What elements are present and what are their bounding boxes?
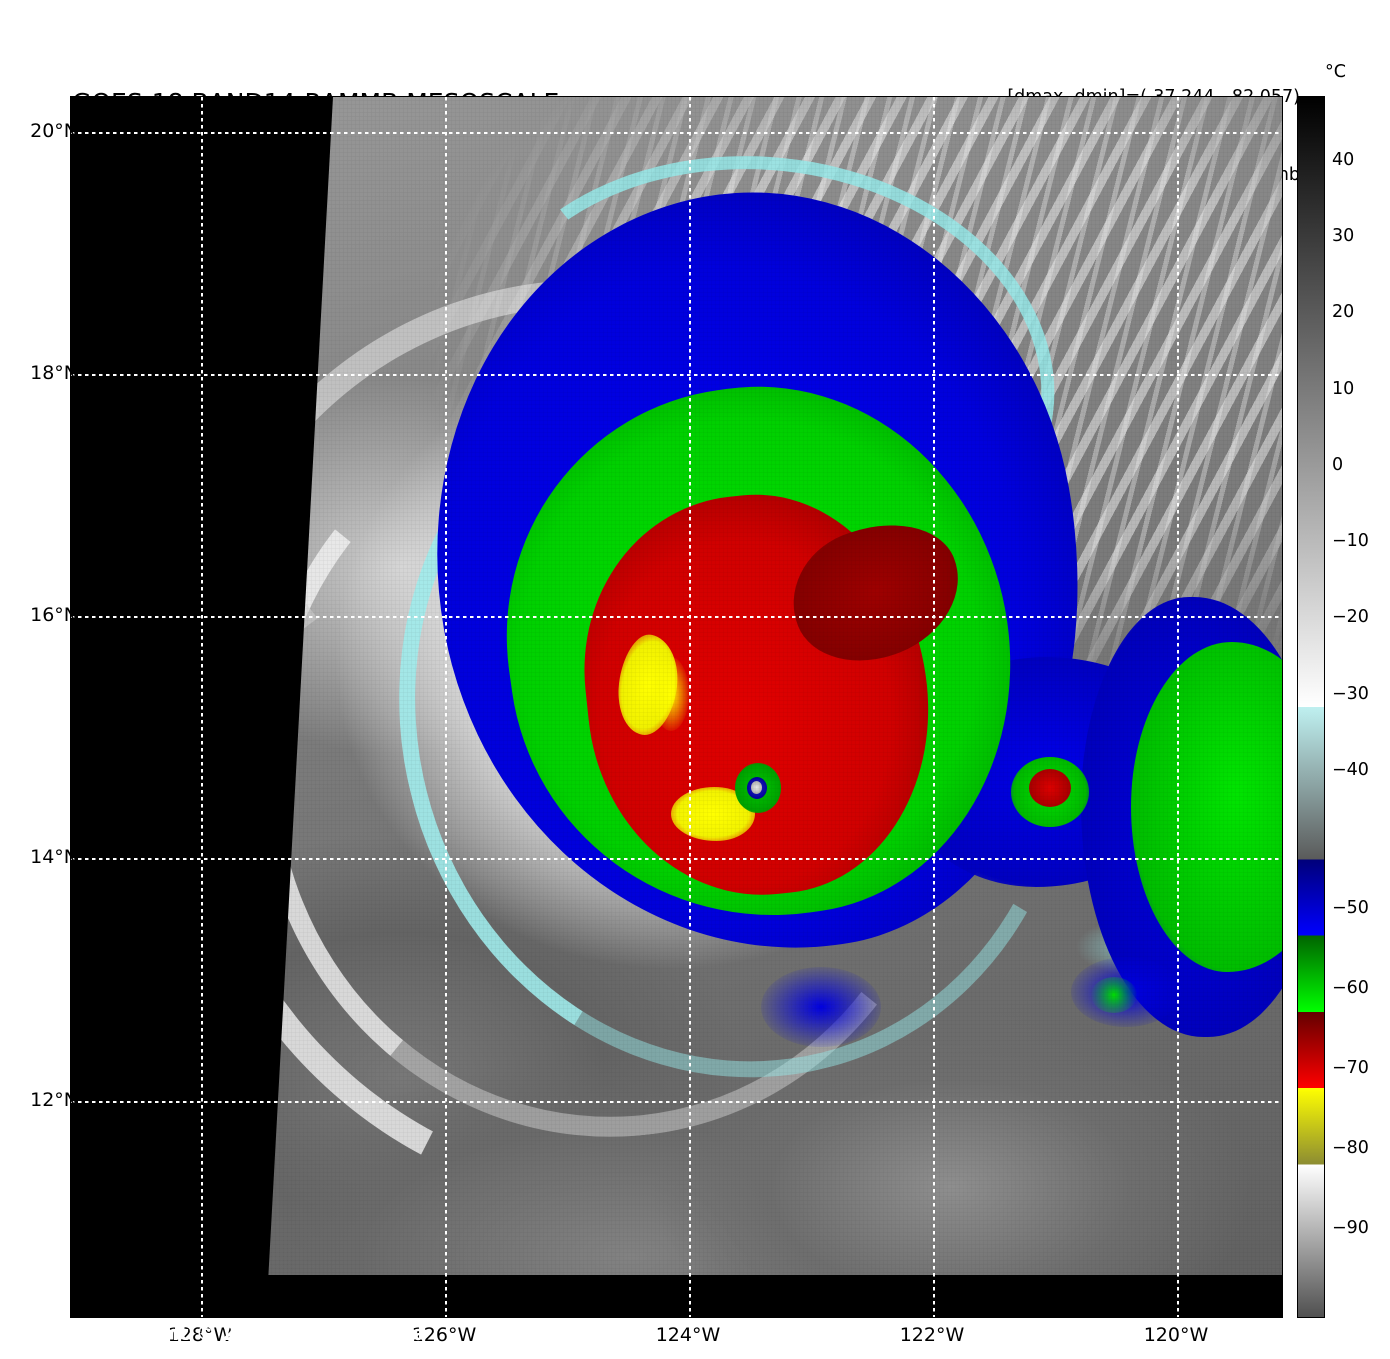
colorbar-tick-label: −10 xyxy=(1332,531,1369,551)
colorbar-tick-label: 10 xyxy=(1332,379,1355,399)
colorbar-tick-label: −20 xyxy=(1332,607,1369,627)
green-cluster-far-east xyxy=(1131,642,1282,972)
colorbar-unit-label: °C xyxy=(1325,62,1346,82)
longitude-tick-label: 122°W xyxy=(899,1324,965,1346)
colorbar-tick-label: 20 xyxy=(1332,302,1355,322)
colorbar-tick-label: −90 xyxy=(1332,1218,1369,1238)
colorbar-tick-label: −50 xyxy=(1332,898,1369,918)
colorbar-tick-label: −30 xyxy=(1332,684,1369,704)
yellow-overshooting-top-2 xyxy=(653,657,689,731)
gridline-latitude xyxy=(71,1101,1282,1103)
colorbar-tick-label: 0 xyxy=(1332,455,1344,475)
gridline-longitude xyxy=(1177,97,1179,1317)
longitude-tick-label: 120°W xyxy=(1143,1324,1209,1346)
colorbar-tick-label: 30 xyxy=(1332,226,1355,246)
gridline-latitude xyxy=(71,374,1282,376)
longitude-tick-label: 126°W xyxy=(411,1324,477,1346)
gridline-longitude xyxy=(445,97,447,1317)
blue-patch-south-1 xyxy=(761,967,881,1047)
gridline-longitude xyxy=(689,97,691,1317)
longitude-tick-label: 124°W xyxy=(655,1324,721,1346)
satellite-image-plot[interactable] xyxy=(70,96,1283,1318)
colorbar-tick-label: 40 xyxy=(1332,150,1355,170)
latitude-tick-label: 20°N xyxy=(30,120,78,142)
longitude-tick-label: 128°W xyxy=(167,1324,233,1346)
copyright-notice: Copyright © 2020-2024 Dapiya xyxy=(78,1321,427,1345)
gridline-latitude xyxy=(71,132,1282,134)
latitude-tick-label: 14°N xyxy=(30,846,78,868)
colorbar[interactable] xyxy=(1297,96,1325,1318)
colorbar-tick-label: −60 xyxy=(1332,978,1369,998)
raster-layers xyxy=(71,97,1282,1317)
gridline-latitude xyxy=(71,858,1282,860)
latitude-tick-label: 12°N xyxy=(30,1089,78,1111)
red-core-isolated-cell-east xyxy=(1029,769,1071,807)
no-data-strip-south xyxy=(71,1275,1282,1317)
colorbar-gradient xyxy=(1298,97,1324,1317)
colorbar-tick-label: −40 xyxy=(1332,760,1369,780)
green-patch-south xyxy=(1091,977,1137,1013)
gridline-longitude xyxy=(201,97,203,1317)
colorbar-tick-label: −70 xyxy=(1332,1058,1369,1078)
eye-warm-center xyxy=(751,781,762,794)
colorbar-tick-label: −80 xyxy=(1332,1138,1369,1158)
gridline-longitude xyxy=(933,97,935,1317)
latitude-tick-label: 18°N xyxy=(30,362,78,384)
latitude-tick-label: 16°N xyxy=(30,604,78,626)
gridline-latitude xyxy=(71,616,1282,618)
